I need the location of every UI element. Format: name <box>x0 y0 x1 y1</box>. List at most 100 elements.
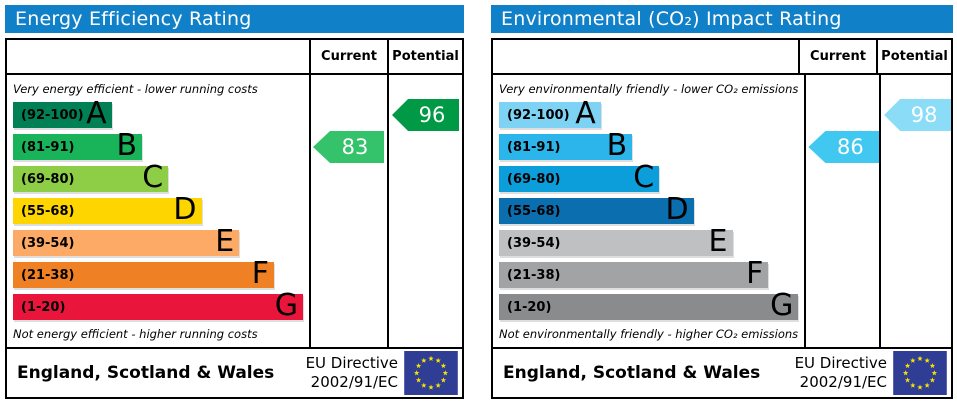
potential-rating-arrow: 96 <box>392 99 459 131</box>
band-letter: G <box>274 287 298 323</box>
band-bar-e: (39-54) E <box>13 223 240 259</box>
current-column-header: Current <box>309 40 387 73</box>
band-range-label: (1-20) <box>507 299 552 315</box>
chart-title: Energy Efficiency Rating <box>15 8 252 30</box>
band-bar-d: (55-68) D <box>13 191 202 227</box>
band-range-label: (21-38) <box>507 267 561 283</box>
band-bar-b: (81-91) B <box>499 127 633 163</box>
band-row-d: (55-68) D <box>13 191 303 227</box>
band-bar-c: (69-80) C <box>13 159 169 195</box>
column-header-row: Current Potential <box>7 40 462 75</box>
eu-flag-icon <box>893 351 947 395</box>
bottom-caption: Not energy efficient - higher running co… <box>13 326 258 341</box>
band-row-b: (81-91) B <box>13 127 303 163</box>
potential-rating-value: 98 <box>910 103 938 127</box>
band-letter: B <box>116 127 138 163</box>
band-letter: C <box>633 159 655 195</box>
band-letter: E <box>215 223 235 259</box>
band-letter: D <box>173 191 197 227</box>
band-row-f: (21-38) F <box>13 255 303 291</box>
band-letter: B <box>606 127 628 163</box>
band-letter: F <box>746 255 764 291</box>
eu-directive-label: EU Directive 2002/91/EC <box>306 354 398 393</box>
potential-rating-arrow: 98 <box>884 99 952 131</box>
band-letter: A <box>575 95 596 131</box>
band-row-e: (39-54) E <box>13 223 303 259</box>
band-row-a: (92-100) A <box>499 95 798 131</box>
band-bar-a: (92-100) A <box>13 95 112 131</box>
chart-title-bar: Environmental (CO₂) Impact Rating <box>491 5 953 33</box>
eu-directive-line2: 2002/91/EC <box>799 373 887 391</box>
chart-title: Environmental (CO₂) Impact Rating <box>501 8 842 30</box>
potential-column-header: Potential <box>387 40 462 73</box>
chart-body: Very environmentally friendly - lower CO… <box>493 75 952 347</box>
band-range-label: (21-38) <box>21 267 75 283</box>
bottom-caption: Not environmentally friendly - higher CO… <box>499 326 799 341</box>
band-row-a: (92-100) A <box>13 95 303 131</box>
potential-column-header: Potential <box>876 40 951 73</box>
eu-directive-line1: EU Directive <box>305 353 398 372</box>
band-bar-a: (92-100) A <box>499 95 601 131</box>
chart-frame: Current Potential Very energy efficient … <box>5 38 464 399</box>
column-header-row: Current Potential <box>493 40 951 75</box>
band-row-g: (1-20) G <box>13 287 303 323</box>
band-row-b: (81-91) B <box>499 127 798 163</box>
bands: (92-100) A (81-91) B (69-80) C (55-68) D (39-54)… <box>499 95 799 323</box>
eu-directive-line2: 2002/91/EC <box>310 373 398 391</box>
top-caption: Very energy efficient - lower running co… <box>13 81 258 96</box>
band-bar-b: (81-91) B <box>13 127 143 163</box>
band-range-label: (92-100) <box>507 107 570 123</box>
potential-cell: 98 <box>879 75 952 347</box>
band-bar-e: (39-54) E <box>499 223 733 259</box>
band-row-f: (21-38) F <box>499 255 798 291</box>
band-range-label: (39-54) <box>21 235 75 251</box>
header-spacer <box>7 40 309 73</box>
energy-efficiency-chart: Energy Efficiency Rating Current Potenti… <box>5 5 464 399</box>
chart-footer: England, Scotland & Wales EU Directive 2… <box>493 347 951 397</box>
band-area: Very energy efficient - lower running co… <box>7 75 309 347</box>
band-row-d: (55-68) D <box>499 194 798 227</box>
eu-directive-line1: EU Directive <box>794 353 887 372</box>
band-row-c: (69-80) C <box>499 159 798 195</box>
potential-cell: 96 <box>387 75 462 347</box>
band-range-label: (92-100) <box>21 107 84 123</box>
current-rating-arrow: 86 <box>808 131 880 163</box>
band-range-label: (81-91) <box>507 139 561 155</box>
current-rating-arrow: 83 <box>313 131 384 163</box>
chart-body: Very energy efficient - lower running co… <box>7 75 462 347</box>
band-bar-g: (1-20) G <box>13 287 303 323</box>
band-letter: G <box>770 287 794 323</box>
band-range-label: (69-80) <box>21 171 75 187</box>
chart-frame: Current Potential Very environmentally f… <box>491 38 953 399</box>
band-bar-g: (1-20) G <box>499 287 799 323</box>
band-bar-d: (55-68) D <box>499 194 694 224</box>
footer-region-label: England, Scotland & Wales <box>17 363 275 383</box>
band-letter: E <box>708 223 728 259</box>
band-range-label: (69-80) <box>507 171 561 187</box>
band-row-g: (1-20) G <box>499 287 799 323</box>
eu-flag-stars <box>902 355 938 390</box>
band-bar-f: (21-38) F <box>499 255 769 291</box>
bands: (92-100) A (81-91) B (69-80) C (55-68) D (39-54)… <box>13 95 303 323</box>
current-column-header: Current <box>798 40 876 73</box>
band-row-c: (69-80) C <box>13 159 303 195</box>
band-letter: F <box>251 255 269 291</box>
environmental-co2-impact-chart: Environmental (CO₂) Impact Rating Curren… <box>491 5 953 399</box>
chart-title-bar: Energy Efficiency Rating <box>5 5 464 33</box>
current-rating-value: 86 <box>836 135 864 159</box>
band-letter: C <box>142 159 164 195</box>
band-range-label: (55-68) <box>21 203 75 219</box>
potential-rating-value: 96 <box>418 103 446 127</box>
eu-flag-icon <box>404 351 458 395</box>
current-cell: 86 <box>804 75 880 347</box>
chart-footer: England, Scotland & Wales EU Directive 2… <box>7 347 462 397</box>
band-area: Very environmentally friendly - lower CO… <box>493 75 804 347</box>
top-caption: Very environmentally friendly - lower CO… <box>499 81 799 96</box>
band-range-label: (55-68) <box>507 203 561 219</box>
eu-directive-label: EU Directive 2002/91/EC <box>795 354 887 393</box>
footer-region-label: England, Scotland & Wales <box>503 363 761 383</box>
current-cell: 83 <box>309 75 387 347</box>
eu-flag-stars <box>413 355 449 390</box>
band-letter: A <box>86 95 107 131</box>
